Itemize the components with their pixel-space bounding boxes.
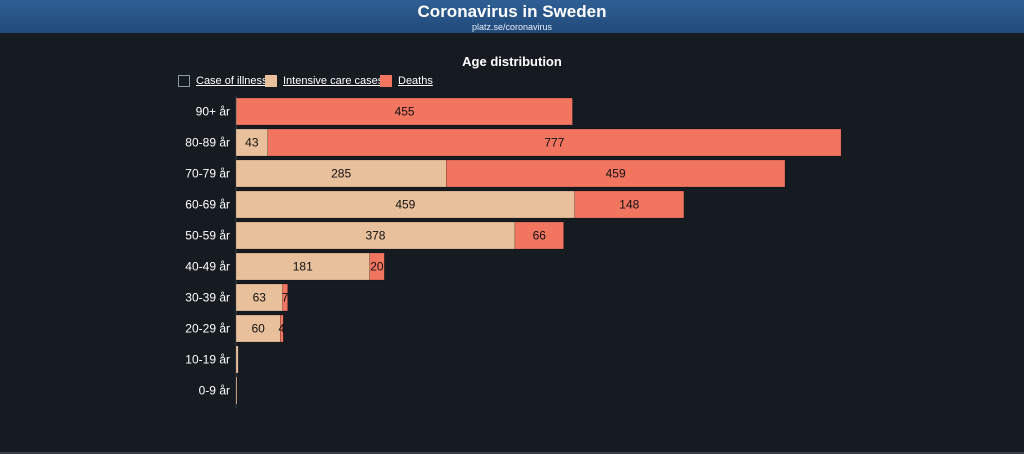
legend-label-deaths: Deaths: [398, 75, 433, 87]
bar-segment-intensive-care-cases[interactable]: [235, 190, 575, 219]
chart-area: Age distribution Case of illness Intensi…: [0, 33, 1024, 454]
bar-segment-deaths[interactable]: [369, 252, 385, 281]
data-label: 777: [544, 136, 564, 150]
data-label: 43: [245, 136, 259, 150]
bar-segment-deaths[interactable]: [280, 314, 284, 343]
legend-label-intensive-care: Intensive care cases: [283, 75, 384, 87]
category-label: 50-59 år: [185, 229, 230, 243]
bar-segment-intensive-care-cases[interactable]: [235, 345, 239, 374]
bar-chart: 90+ år 455 80-89 år 43 777 70-79 år 285 459 60-6…: [185, 96, 842, 408]
legend-label-case-of-illness: Case of illness: [196, 75, 268, 87]
data-label: 285: [331, 167, 351, 181]
bar-segment-intensive-care-cases[interactable]: [235, 314, 281, 343]
category-label: 70-79 år: [185, 167, 230, 181]
page-title: Coronavirus in Sweden: [417, 2, 607, 21]
top-banner: Coronavirus in Sweden platz.se/coronavir…: [0, 0, 1024, 33]
category-label: 0-9 år: [199, 384, 230, 398]
data-label: 4: [278, 322, 285, 336]
chart-title: Age distribution: [462, 54, 562, 69]
category-label: 30-39 år: [185, 291, 230, 305]
bar-segment-deaths[interactable]: [267, 128, 842, 157]
bar-segment-intensive-care-cases[interactable]: [235, 252, 370, 281]
data-label: 66: [533, 229, 547, 243]
bar-segment-deaths[interactable]: [446, 159, 786, 188]
category-label: 10-19 år: [185, 353, 230, 367]
category-label: 40-49 år: [185, 260, 230, 274]
data-label: 7: [282, 291, 289, 305]
bar-segment-deaths[interactable]: [236, 97, 573, 126]
data-label: 455: [395, 105, 415, 119]
data-label: 60: [251, 322, 265, 336]
legend-swatch-intensive-care: [265, 75, 277, 87]
data-label: 20: [370, 260, 384, 274]
bar-segment-intensive-care-cases[interactable]: [235, 376, 238, 405]
bar-segment-deaths[interactable]: [282, 283, 288, 312]
bar-segment-intensive-care-cases[interactable]: [235, 283, 283, 312]
data-label: 148: [619, 198, 639, 212]
bar-segment-deaths[interactable]: [514, 221, 564, 250]
bottom-divider: [0, 452, 1024, 454]
legend-swatch-case-of-illness: [178, 75, 190, 87]
category-label: 20-29 år: [185, 322, 230, 336]
data-label: 181: [293, 260, 313, 274]
source-link[interactable]: platz.se/coronavirus: [471, 22, 553, 32]
bar-segment-intensive-care-cases[interactable]: [235, 221, 516, 250]
legend-swatch-deaths: [380, 75, 392, 87]
data-label: 378: [365, 229, 385, 243]
data-label: 459: [606, 167, 626, 181]
category-label: 60-69 år: [185, 198, 230, 212]
category-label: 80-89 år: [185, 136, 230, 150]
data-label: 63: [253, 291, 267, 305]
category-label: 90+ år: [196, 105, 230, 119]
bar-segment-deaths[interactable]: [574, 190, 685, 219]
data-label: 459: [395, 198, 415, 212]
